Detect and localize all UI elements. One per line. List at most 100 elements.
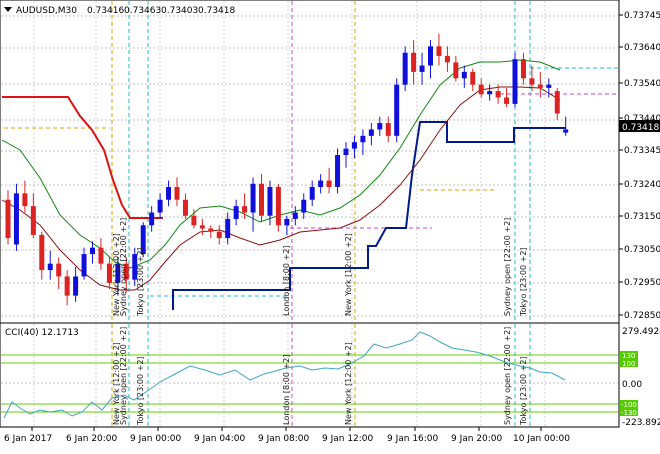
- candle-body: [292, 212, 298, 219]
- time-tick-label: 9 Jan 20:00: [451, 434, 503, 444]
- candle-body: [47, 263, 53, 271]
- session-label-main: Sydney open [22:00 +2]: [503, 218, 512, 316]
- price-tick-label: 0.72950: [624, 278, 660, 288]
- session-label-cci: London [8:00 +2]: [282, 355, 291, 425]
- candle-body: [360, 135, 366, 143]
- price-tick-label: 0.73240: [624, 180, 660, 190]
- header-open: 0.73416: [87, 6, 124, 16]
- time-tick-label: 9 Jan 16:00: [387, 434, 439, 444]
- dropdown-triangle-icon[interactable]: [4, 7, 12, 12]
- candle-body: [199, 225, 205, 229]
- cci-scale-top: 279.4924: [622, 327, 660, 337]
- time-tick-label: 9 Jan 12:00: [322, 434, 374, 444]
- candle-body: [453, 62, 459, 79]
- candle-body: [140, 225, 146, 255]
- cci-level-130-label: 130: [622, 352, 635, 360]
- candle-body: [318, 180, 324, 187]
- session-label-main: Tokyo [23:00 +2]: [136, 247, 145, 317]
- candle-body: [216, 231, 222, 239]
- time-tick-label: 9 Jan 08:00: [258, 434, 310, 444]
- candle-body: [242, 206, 248, 213]
- candle-body: [182, 199, 188, 216]
- candle-body: [419, 65, 425, 72]
- candle-body: [436, 46, 442, 56]
- main-price-panel[interactable]: [0, 0, 620, 324]
- candle-body: [123, 263, 129, 280]
- candle-body: [225, 218, 231, 239]
- cci-scale-bottom: -223.8928: [622, 418, 660, 428]
- candle-body: [5, 199, 11, 239]
- cci-panel[interactable]: [0, 322, 620, 428]
- time-axis[interactable]: 6 Jan 2017 6 Jan 20:00 9 Jan 00:00 9 Jan 04…: [4, 427, 570, 444]
- session-label-main: London [8:00 +2]: [282, 246, 291, 316]
- candle-body: [402, 52, 408, 85]
- candle-body: [166, 186, 172, 200]
- candle-body: [90, 247, 95, 255]
- time-tick-label: 6 Jan 2017: [4, 434, 52, 444]
- session-label-cci: Sydney open [22:00 +2]: [503, 327, 512, 425]
- candle-body: [563, 129, 569, 133]
- candle-body: [115, 263, 121, 283]
- current-price-tag: 0.73418: [619, 120, 660, 133]
- current-price-box: [619, 120, 660, 132]
- price-axis[interactable]: 0.73745 0.73640 0.73540 0.73440 0.73345 0.732…: [619, 11, 660, 321]
- candle-body: [250, 183, 256, 213]
- price-tick-label: 0.73440: [624, 114, 660, 124]
- session-label-cci: New York [12:00 +2]: [112, 342, 121, 425]
- candle-body: [259, 183, 264, 216]
- candle-body: [233, 206, 239, 219]
- chart-header: AUDUSD,M30 0.73416 0.73463 0.73403 0.734…: [4, 6, 235, 16]
- cci-axis: 279.4924 0.00 -223.8928 130 100 -100 -13…: [620, 327, 660, 428]
- cci-level-100-label: 100: [622, 360, 635, 368]
- candle-body: [394, 84, 400, 136]
- candle-body: [191, 215, 197, 226]
- cci-level-130-tag: [620, 351, 638, 359]
- candle-body: [444, 55, 450, 63]
- candle-body: [478, 84, 484, 95]
- candle-body: [537, 84, 543, 88]
- time-tick-label: 10 Jan 00:00: [513, 434, 570, 444]
- candle-body: [520, 59, 526, 79]
- price-tick-label: 0.72850: [624, 311, 660, 321]
- session-label-cci: Tokyo [23:00 +2]: [136, 356, 145, 426]
- ma-darkred-line: [1, 86, 561, 291]
- candle-body: [495, 91, 501, 98]
- cci-level-lines: [1, 354, 618, 413]
- header-low: 0.73403: [161, 6, 198, 16]
- candle-body: [546, 84, 552, 88]
- candle-body: [512, 59, 518, 104]
- candle-body: [529, 78, 535, 85]
- candle-body: [461, 71, 467, 79]
- price-tick-label: 0.73640: [624, 43, 660, 53]
- candle-body: [157, 199, 163, 213]
- candle-body: [39, 234, 45, 271]
- candle-body: [98, 247, 104, 264]
- current-price-label: 0.73418: [622, 123, 659, 133]
- candle-body: [504, 97, 510, 104]
- price-tick-label: 0.73745: [624, 11, 660, 21]
- candle-body: [377, 123, 383, 130]
- candle-body: [81, 254, 87, 277]
- session-label-main: New York [12:00 +2]: [344, 233, 353, 316]
- session-label-main: New York [12:00 +2]: [112, 233, 121, 316]
- candle-body: [64, 276, 70, 296]
- candle-body: [351, 142, 357, 149]
- session-label-cci: New York [12:00 +2]: [344, 342, 353, 425]
- cci-polyline: [3, 331, 566, 419]
- candle-body: [30, 206, 36, 235]
- candle-body: [368, 129, 374, 136]
- cci-level-100-tag: [620, 359, 638, 367]
- candle-body: [56, 263, 62, 277]
- price-tick-label: 0.73050: [624, 245, 660, 255]
- cci-level-minus100-label: -100: [621, 401, 637, 409]
- header-close: 0.73418: [198, 6, 235, 16]
- time-tick-label: 6 Jan 20:00: [66, 434, 118, 444]
- session-label-main: Tokyo [23:00 +2]: [519, 247, 528, 317]
- time-tick-label: 9 Jan 00:00: [130, 434, 182, 444]
- cci-level-minus130-label: -130: [621, 409, 637, 417]
- session-label-cci: Tokyo [23:00 +2]: [519, 356, 528, 426]
- price-tick-label: 0.73150: [624, 212, 660, 222]
- cci-label: CCI(40) 12.1713: [5, 328, 79, 338]
